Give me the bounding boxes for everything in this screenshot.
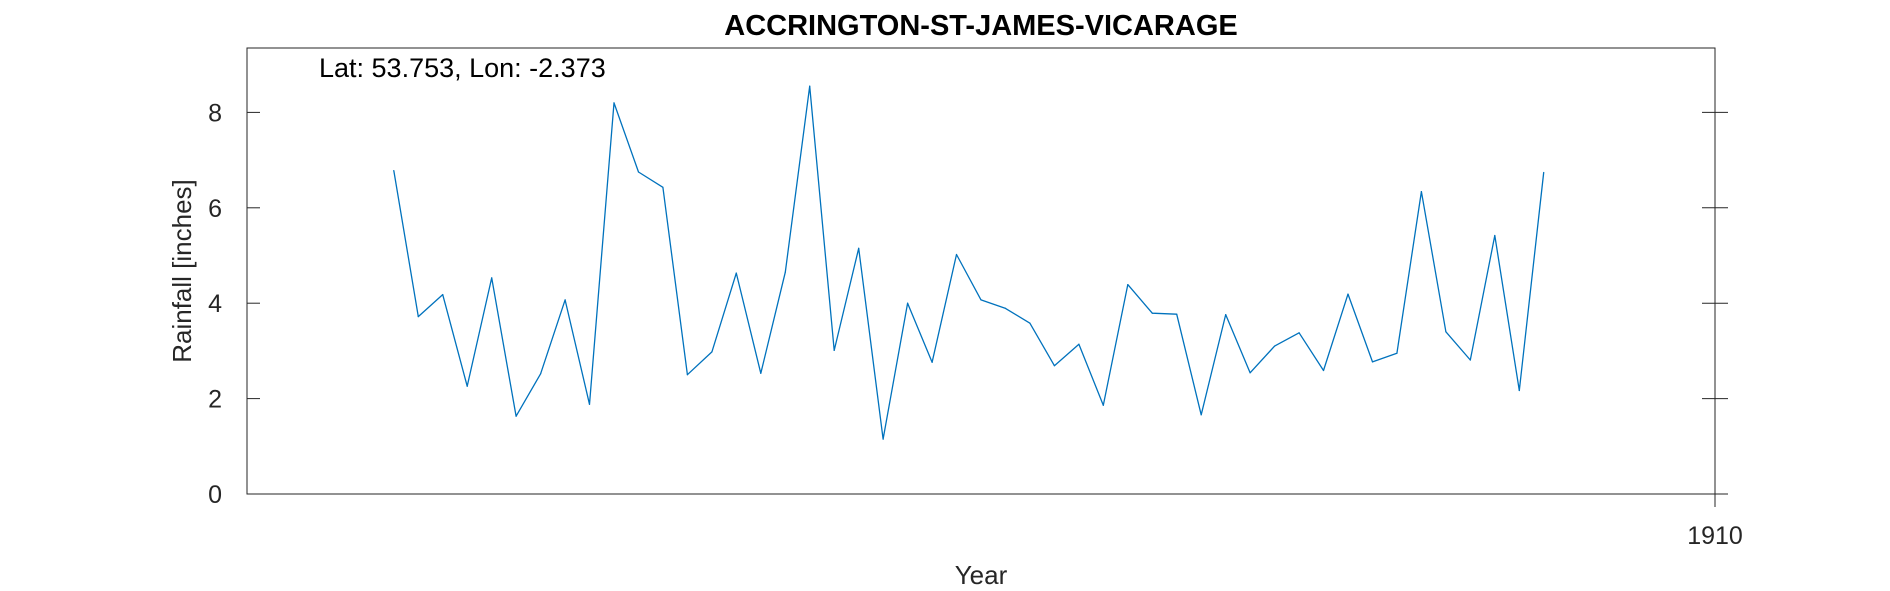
rainfall-data-point — [1470, 359, 1471, 360]
y-tick-label: 2 — [208, 386, 222, 414]
rainfall-data-point — [491, 277, 492, 278]
rainfall-data-point — [467, 386, 468, 387]
rainfall-data-point — [980, 299, 981, 300]
rainfall-data-point — [1494, 235, 1495, 236]
rainfall-data-point — [1347, 294, 1348, 295]
rainfall-data-point — [1421, 191, 1422, 192]
rainfall-data-point — [1396, 353, 1397, 354]
rainfall-data-point — [1152, 313, 1153, 314]
rainfall-data-point — [638, 171, 639, 172]
rainfall-data-point — [418, 316, 419, 317]
rainfall-data-point — [1029, 323, 1030, 324]
rainfall-data-point — [907, 303, 908, 304]
plot-area — [247, 48, 1715, 494]
rainfall-data-point — [442, 294, 443, 295]
rainfall-data-point — [1250, 372, 1251, 373]
chart-title: ACCRINGTON-ST-JAMES-VICARAGE — [724, 10, 1237, 42]
rainfall-data-point — [613, 102, 614, 103]
rainfall-data-point — [932, 362, 933, 363]
y-tick-label: 8 — [208, 99, 222, 127]
rainfall-data-point — [1103, 405, 1104, 406]
rainfall-data-point — [662, 187, 663, 188]
y-tick-label: 0 — [208, 481, 222, 509]
rainfall-data-point — [809, 86, 810, 87]
rainfall-data-point — [1225, 314, 1226, 315]
rainfall-data-point — [393, 170, 394, 171]
location-annotation: Lat: 53.753, Lon: -2.373 — [319, 53, 606, 83]
rainfall-data-point — [736, 273, 737, 274]
rainfall-data-point — [1127, 284, 1128, 285]
y-tick-label: 4 — [208, 290, 222, 318]
rainfall-data-point — [1543, 172, 1544, 173]
rainfall-data-point — [858, 248, 859, 249]
x-tick-label: 1910 — [1687, 522, 1743, 550]
rainfall-data-point — [516, 416, 517, 417]
y-tick-label: 6 — [208, 195, 222, 223]
rainfall-data-point — [834, 350, 835, 351]
rainfall-data-point — [565, 299, 566, 300]
rainfall-data-point — [785, 272, 786, 273]
y-axis-label: Rainfall [inches] — [167, 179, 197, 363]
rainfall-data-point — [1519, 390, 1520, 391]
rainfall-data-point — [956, 254, 957, 255]
rainfall-data-point — [1323, 370, 1324, 371]
rainfall-data-point — [687, 374, 688, 375]
x-axis-label: Year — [955, 560, 1008, 590]
rainfall-data-point — [1176, 314, 1177, 315]
rainfall-data-point — [540, 373, 541, 374]
rainfall-data-point — [1372, 361, 1373, 362]
rainfall-data-point — [1299, 332, 1300, 333]
rainfall-data-point — [711, 351, 712, 352]
rainfall-data-point — [1078, 344, 1079, 345]
rainfall-data-point — [589, 404, 590, 405]
rainfall-data-point — [1274, 346, 1275, 347]
rainfall-data-point — [883, 439, 884, 440]
rainfall-data-point — [1005, 308, 1006, 309]
rainfall-data-point — [1054, 365, 1055, 366]
rainfall-data-point — [1201, 414, 1202, 415]
rainfall-data-point — [760, 373, 761, 374]
rainfall-data-point — [1445, 331, 1446, 332]
